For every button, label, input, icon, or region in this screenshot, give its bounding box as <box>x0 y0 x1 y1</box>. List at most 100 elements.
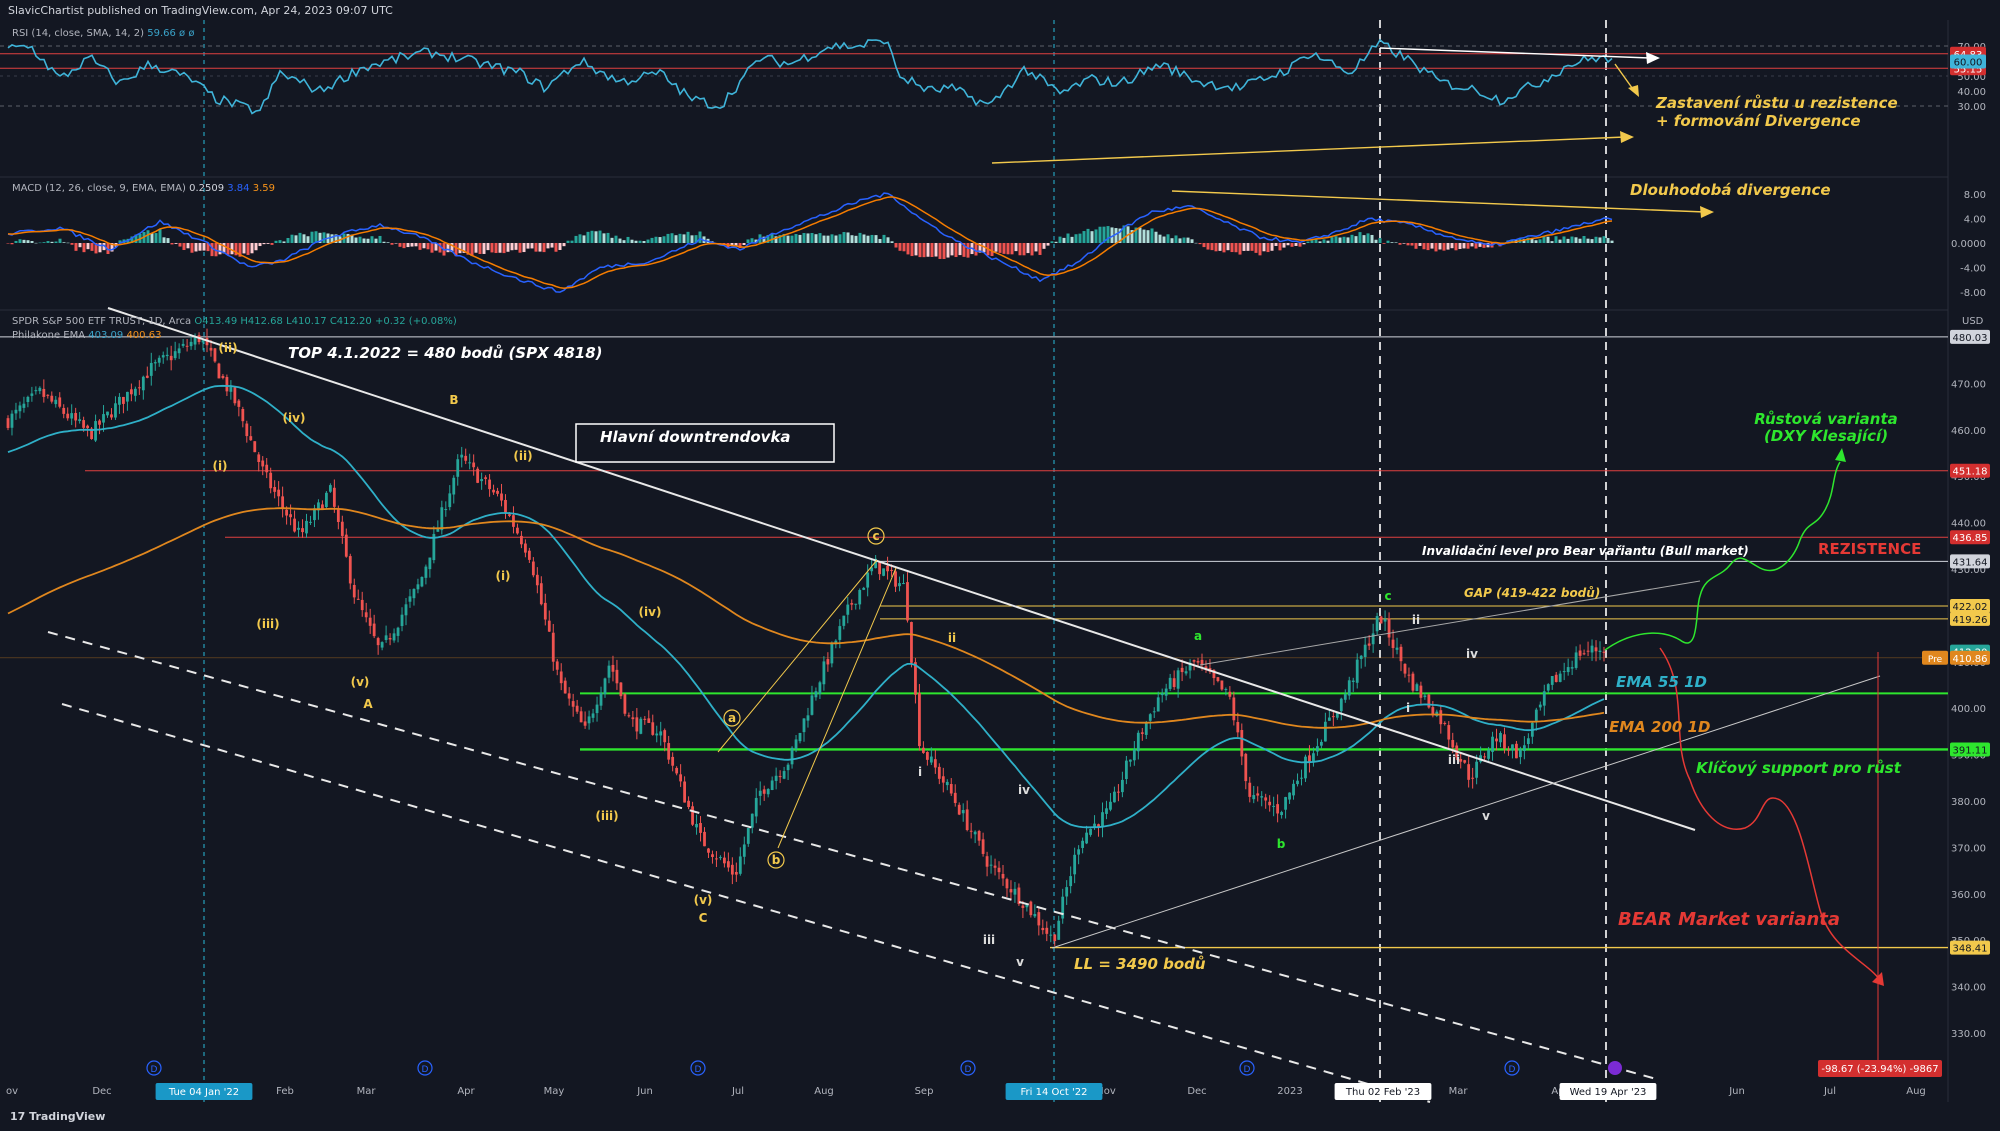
wave-label: C <box>699 911 708 925</box>
macd-histogram-bar <box>1286 243 1290 246</box>
candle-body <box>902 583 905 585</box>
candle-body <box>1156 697 1160 712</box>
date-badge <box>1334 1083 1432 1100</box>
candle-body <box>870 567 874 572</box>
candle-body <box>309 521 312 523</box>
macd-histogram-bar <box>102 243 106 251</box>
macd-value-1: 3.84 <box>227 183 250 194</box>
macd-histogram-bar <box>346 233 350 243</box>
x-tick-label: Jul <box>1823 1086 1836 1097</box>
candle-body <box>277 489 281 497</box>
macd-histogram-bar <box>1402 243 1406 244</box>
macd-histogram-bar <box>1366 233 1370 243</box>
candle-body <box>754 797 758 817</box>
macd-histogram-bar <box>254 243 258 251</box>
candle-body <box>448 493 452 508</box>
candle-body <box>102 414 105 423</box>
candle-body <box>157 357 161 363</box>
macd-histogram-bar <box>546 243 550 249</box>
x-tick-label: Feb <box>276 1086 294 1097</box>
macd-histogram-bar <box>430 243 434 253</box>
wave-label: a <box>728 711 736 725</box>
candle-body <box>516 527 519 534</box>
candle-body <box>1495 738 1498 742</box>
macd-histogram-bar <box>1354 236 1358 243</box>
candle-body <box>50 395 54 402</box>
candle-body <box>340 521 344 536</box>
candle-body <box>1204 666 1208 670</box>
macd-histogram-bar <box>1158 234 1162 243</box>
candle-body <box>237 400 241 407</box>
candle-body <box>1160 693 1164 696</box>
macd-histogram-bar <box>1250 243 1254 251</box>
candle-body <box>894 571 897 587</box>
candle-body <box>1471 777 1475 779</box>
candle-body <box>802 718 806 733</box>
macd-histogram-bar <box>1358 232 1362 243</box>
macd-histogram-bar <box>1086 228 1090 243</box>
macd-histogram-bar <box>1462 243 1466 249</box>
candle-body <box>1184 671 1188 674</box>
macd-histogram-bar <box>1418 243 1422 246</box>
candle-body <box>1566 667 1570 673</box>
wave-label: (iii) <box>595 809 618 823</box>
candle-body <box>317 502 320 511</box>
candle-body <box>1391 639 1395 649</box>
macd-axis-label: -4.00 <box>1960 264 1986 275</box>
candle-body <box>177 348 181 354</box>
candle-body <box>1546 684 1550 691</box>
x-tick-label: Aug <box>1906 1086 1926 1097</box>
candle-body <box>1117 791 1120 793</box>
macd-histogram-bar <box>1378 238 1382 243</box>
ema200-line <box>7 507 1605 729</box>
macd-histogram-bar <box>1274 243 1278 246</box>
candle-body <box>758 790 762 796</box>
macd-histogram-bar <box>654 236 658 243</box>
macd-histogram-bar <box>1326 240 1330 243</box>
candle-body <box>1168 677 1172 689</box>
candle-body <box>1411 673 1415 691</box>
price-axis-label: 440.00 <box>1951 519 1986 530</box>
candle-body <box>647 718 651 723</box>
macd-histogram-bar <box>194 243 198 252</box>
macd-histogram-bar <box>858 232 862 243</box>
macd-histogram-bar <box>1098 226 1102 243</box>
candle-body <box>269 472 273 489</box>
candle-body <box>261 460 265 467</box>
candle-body <box>305 520 308 534</box>
candle-body <box>1280 812 1283 816</box>
macd-histogram-bar <box>1026 243 1030 254</box>
macd-histogram-bar <box>754 239 758 243</box>
rsi-note-2: + formování Divergence <box>1656 112 1861 130</box>
macd-histogram-bar <box>694 235 698 243</box>
candle-body <box>707 848 710 853</box>
candle-body <box>476 468 480 483</box>
candle-body <box>1268 801 1272 806</box>
candle-body <box>1232 697 1236 721</box>
candle-body <box>1403 663 1407 674</box>
candle-body <box>1387 618 1391 638</box>
candle-body <box>372 623 376 637</box>
macd-histogram-bar <box>538 243 542 252</box>
candle-body <box>54 399 58 405</box>
candle-body <box>348 556 352 584</box>
candle-body <box>615 669 619 684</box>
candle-body <box>1009 889 1013 893</box>
macd-histogram-bar <box>1554 236 1558 243</box>
candle-body <box>344 534 348 557</box>
candle-body <box>1351 680 1355 682</box>
macd-histogram-bar <box>146 230 150 243</box>
candle-body <box>989 864 993 866</box>
candle-body <box>1487 749 1490 759</box>
macd-histogram-bar <box>946 243 950 258</box>
candle-body <box>583 721 587 726</box>
candle-body <box>1407 674 1411 676</box>
macd-histogram-bar <box>58 238 62 243</box>
macd-histogram-bar <box>514 243 518 250</box>
macd-histogram-bar <box>434 243 438 251</box>
macd-histogram-bar <box>742 243 746 246</box>
candle-body <box>460 454 464 458</box>
candle-body <box>1128 759 1132 762</box>
wave-label: (v) <box>351 675 370 689</box>
